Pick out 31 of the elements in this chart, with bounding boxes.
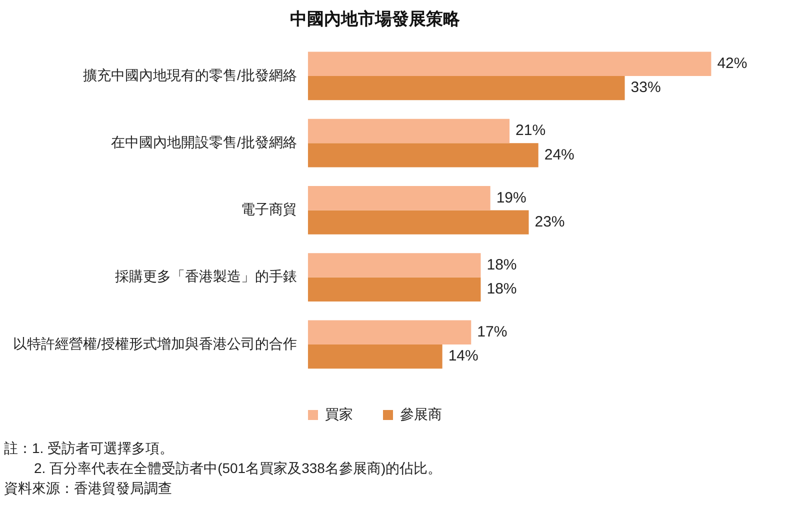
y-tick-label: 電子商貿 — [240, 201, 297, 218]
data-label: 33% — [630, 79, 661, 96]
bar — [308, 253, 481, 278]
legend-label: 買家 — [325, 406, 353, 422]
data-label: 18% — [486, 256, 517, 274]
chart-title: 中國內地市場發展策略 — [290, 10, 461, 29]
data-label: 18% — [486, 280, 517, 298]
y-tick-label: 在中國內地開設零售/批發網絡 — [111, 134, 297, 150]
text: 2. 百分率代表在全體受訪者中(501名買家及338名參展商)的佔比。 — [33, 459, 442, 478]
bar — [308, 344, 442, 369]
text: 註：1. 受訪者可選擇多項。 — [4, 439, 175, 458]
y-tick-label: 採購更多「香港製造」的手錶 — [114, 268, 297, 284]
bar — [308, 277, 481, 302]
data-label: 42% — [717, 55, 748, 72]
bar — [308, 76, 625, 100]
bar — [308, 210, 529, 234]
y-tick-label: 以特許經營權/授權形式增加與香港公司的合作 — [13, 335, 297, 352]
data-label: 17% — [477, 324, 508, 340]
bar — [308, 186, 490, 210]
data-label: 24% — [544, 146, 574, 164]
bar — [308, 52, 712, 76]
data-label: 19% — [496, 189, 526, 206]
data-label: 23% — [534, 213, 565, 230]
y-tick-label: 擴充中國內地現有的零售/批發網絡 — [83, 66, 297, 83]
data-label: 21% — [516, 122, 546, 140]
bar — [308, 118, 510, 144]
bar — [308, 320, 472, 344]
data-label: 14% — [448, 348, 478, 365]
bar — [308, 143, 538, 168]
source-note: 資料來源：香港貿發局調查 — [4, 479, 173, 498]
legend-label: 參展商 — [400, 406, 442, 422]
